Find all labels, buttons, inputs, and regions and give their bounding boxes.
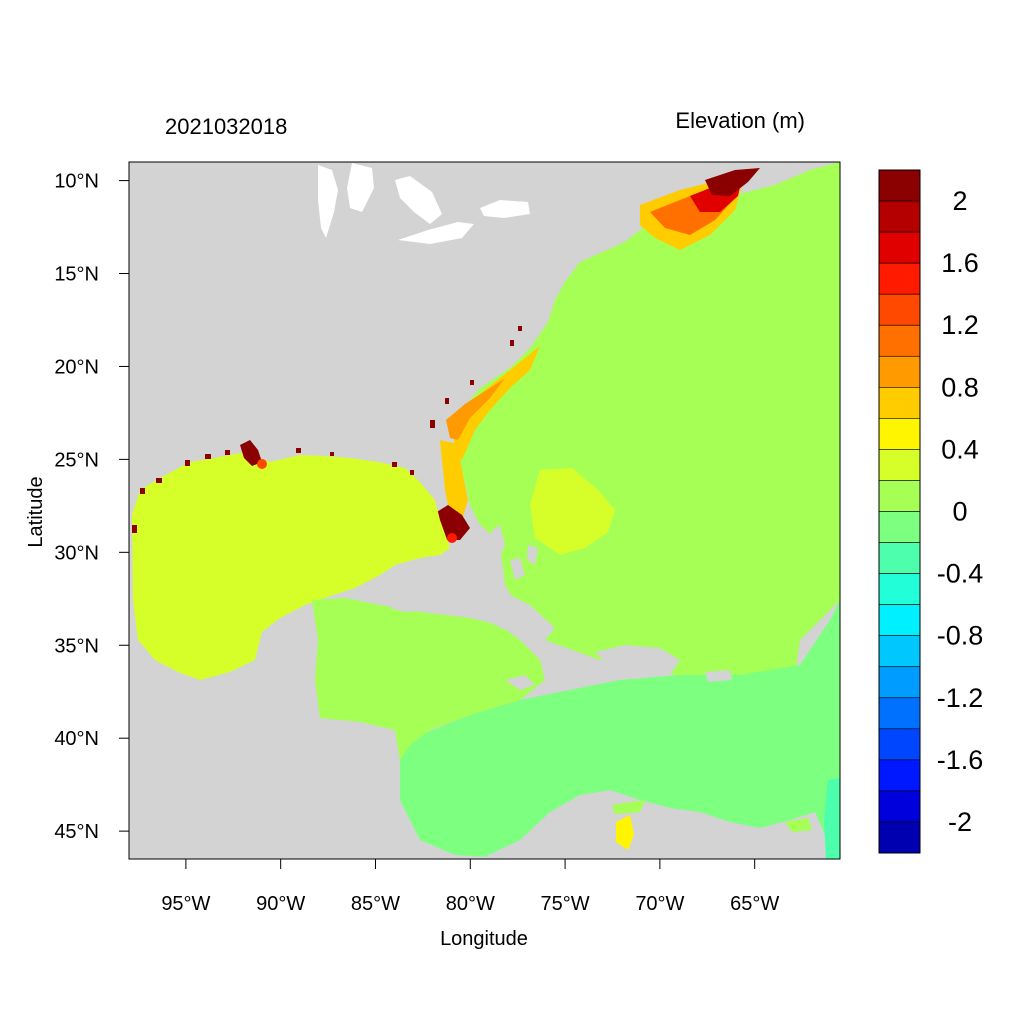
- western-caribbean: [312, 598, 545, 760]
- puerto-rico: [705, 670, 732, 682]
- x-axis-ticks: 95°W 90°W 85°W 80°W 75°W 70°W 65°W: [161, 859, 779, 915]
- east-florida-surge: [440, 440, 468, 520]
- gulf-coast-marsh-surge: [132, 326, 522, 533]
- colorbar-label: -0.8: [937, 621, 984, 651]
- y-tick-label: 40°N: [54, 728, 99, 750]
- colorbar-swatch: [878, 728, 921, 761]
- x-tick-label: 95°W: [161, 893, 210, 915]
- y-tick-label: 20°N: [54, 356, 99, 378]
- colorbar-swatch: [878, 324, 921, 357]
- colorbar-label: -1.2: [937, 683, 984, 713]
- colorbar-label: -0.4: [937, 559, 984, 589]
- x-tick-label: 85°W: [351, 893, 400, 915]
- venezuela-coastal-band: [612, 800, 812, 832]
- y-tick-label: 15°N: [54, 264, 99, 286]
- y-axis-label: Latitude: [25, 476, 47, 547]
- colorbar-swatch: [878, 759, 921, 792]
- colorbar-label: 0.4: [941, 434, 979, 464]
- hispaniola: [595, 645, 680, 675]
- y-tick-label: 30°N: [54, 542, 99, 564]
- x-tick-label: 80°W: [446, 893, 495, 915]
- y-tick-label: 35°N: [54, 635, 99, 657]
- sargasso-bulge: [530, 468, 615, 555]
- map-frame: [128, 161, 841, 860]
- gulf-of-mexico: [132, 452, 450, 680]
- colorbar-swatch: [878, 387, 921, 419]
- colorbar-swatch: [878, 355, 921, 388]
- y-tick-label: 25°N: [54, 449, 99, 471]
- y-tick-label: 45°N: [54, 821, 99, 843]
- colorbar: [878, 169, 921, 854]
- south-america-coast: [480, 790, 828, 859]
- caribbean-sea: [400, 600, 840, 859]
- colorbar-swatch: [878, 262, 921, 295]
- colorbar-swatch: [878, 418, 921, 450]
- colorbar-swatch: [878, 511, 921, 543]
- colorbar-swatch: [878, 821, 921, 854]
- cuba: [390, 588, 555, 640]
- y-tick-label: 10°N: [54, 171, 99, 193]
- colorbar-labels: 2 1.6 1.2 0.8 0.4 0 -0.4 -0.8 -1.2 -1.6 -2: [937, 186, 984, 837]
- x-tick-label: 65°W: [730, 893, 779, 915]
- colorbar-swatch: [878, 542, 921, 574]
- colorbar-swatch: [878, 697, 921, 730]
- y-axis-ticks: 10°N 15°N 20°N 25°N 30°N 35°N 40°N 45°N: [54, 171, 129, 843]
- colorbar-swatch: [878, 293, 921, 326]
- louisiana-surge-core: [257, 459, 267, 469]
- lake-maracaibo: [616, 815, 634, 850]
- colorbar-swatch: [878, 480, 921, 512]
- southeast-shelf-surge-mid: [446, 378, 505, 440]
- timestamp-label: 2021032018: [165, 114, 287, 139]
- colorbar-label: 0.8: [941, 372, 979, 402]
- colorbar-frame: [878, 169, 921, 854]
- bay-of-fundy-surge-max: [705, 168, 760, 196]
- southeast-shelf-surge-low: [452, 346, 540, 460]
- x-axis-label: Longitude: [440, 928, 528, 950]
- colorbar-swatch: [878, 200, 921, 233]
- x-tick-label: 70°W: [635, 893, 684, 915]
- colorbar-label: -1.6: [937, 745, 984, 775]
- colorbar-label: 1.2: [941, 310, 979, 340]
- trinidad-channel: [824, 778, 840, 859]
- colorbar-label: 2: [952, 186, 967, 216]
- colorbar-label: 0: [952, 497, 967, 527]
- x-tick-label: 75°W: [541, 893, 590, 915]
- colorbar-swatch: [878, 231, 921, 264]
- colorbar-swatch: [878, 449, 921, 481]
- colorbar-swatch: [878, 635, 921, 668]
- map-panel: [129, 162, 840, 859]
- colorbar-swatch: [878, 604, 921, 636]
- south-florida-surge-core: [447, 533, 457, 543]
- colorbar-swatch: [878, 666, 921, 699]
- louisiana-surge: [240, 440, 262, 466]
- bahamas: [490, 525, 538, 580]
- colorbar-swatch: [878, 790, 921, 823]
- jamaica: [505, 675, 535, 690]
- yucatan-peninsula: [175, 612, 342, 780]
- variable-title: Elevation (m): [675, 108, 805, 133]
- colorbar-label: -2: [948, 807, 972, 837]
- great-lakes: [318, 163, 530, 244]
- colorbar-swatch: [878, 573, 921, 605]
- colorbar-swatch: [878, 169, 921, 202]
- x-tick-label: 90°W: [256, 893, 305, 915]
- colorbar-label: 1.6: [941, 248, 979, 278]
